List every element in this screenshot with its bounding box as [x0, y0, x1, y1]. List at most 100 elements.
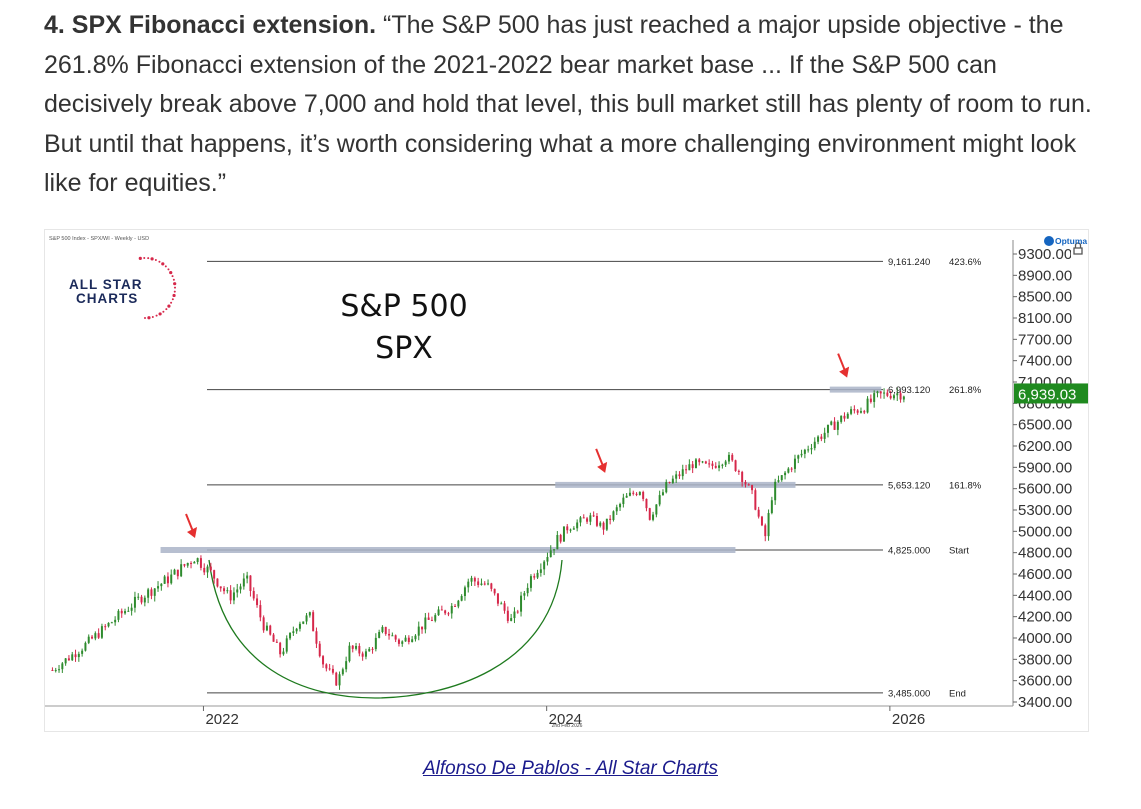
down-candle	[384, 626, 387, 634]
down-candle	[760, 516, 763, 526]
down-candle	[843, 415, 846, 419]
up-candle	[391, 635, 394, 637]
y-tick-label: 8900.00	[1018, 267, 1072, 284]
up-candle	[157, 586, 160, 589]
up-candle	[94, 633, 97, 639]
up-candle	[411, 639, 414, 643]
down-candle	[272, 634, 275, 642]
down-candle	[322, 656, 325, 665]
up-candle	[605, 518, 608, 530]
up-candle	[589, 515, 592, 522]
down-candle	[582, 517, 585, 519]
y-tick-label: 3800.00	[1018, 651, 1072, 668]
up-candle	[810, 448, 813, 450]
y-tick-label: 4200.00	[1018, 609, 1072, 626]
up-candle	[520, 595, 523, 612]
y-tick-label: 4400.00	[1018, 587, 1072, 604]
up-candle	[902, 396, 905, 400]
up-candle	[265, 625, 268, 631]
up-candle	[64, 658, 67, 664]
up-candle	[777, 480, 780, 482]
logo-star-dot	[154, 259, 157, 262]
up-candle	[130, 607, 133, 611]
logo-star-dot	[167, 304, 171, 308]
up-candle	[658, 495, 661, 505]
up-candle	[892, 395, 895, 399]
down-candle	[477, 581, 480, 585]
down-candle	[104, 626, 107, 628]
fib-level-value: 5,653.120	[888, 480, 930, 491]
up-candle	[196, 558, 199, 562]
up-candle	[622, 497, 625, 505]
up-candle	[180, 564, 183, 577]
optuma-logo: Optuma	[1044, 236, 1087, 246]
up-candle	[381, 626, 384, 632]
up-candle	[817, 436, 820, 442]
star-icon	[138, 256, 177, 320]
up-candle	[727, 454, 730, 462]
y-tick-label: 6200.00	[1018, 438, 1072, 455]
up-candle	[77, 653, 80, 658]
logo-line2: CHARTS	[76, 291, 138, 306]
y-tick-label: 8500.00	[1018, 289, 1072, 306]
logo-star-dot	[171, 275, 174, 278]
down-candle	[493, 588, 496, 594]
up-candle	[401, 641, 404, 644]
up-candle	[470, 577, 473, 582]
up-candle	[58, 669, 61, 671]
up-candle	[348, 645, 351, 662]
down-candle	[269, 625, 272, 635]
y-tick-label: 8100.00	[1018, 310, 1072, 327]
down-candle	[490, 583, 493, 589]
logo-line1: ALL STAR	[69, 277, 143, 292]
down-candle	[698, 459, 701, 463]
down-candle	[708, 463, 711, 465]
down-candle	[259, 605, 262, 618]
up-candle	[147, 589, 150, 598]
up-candle	[460, 596, 463, 601]
up-candle	[770, 500, 773, 514]
down-candle	[328, 668, 331, 670]
up-candle	[292, 631, 295, 633]
down-candle	[358, 645, 361, 654]
up-candle	[846, 413, 849, 419]
up-candle	[193, 561, 196, 564]
up-candle	[404, 637, 407, 642]
down-candle	[397, 639, 400, 644]
down-candle	[150, 589, 153, 596]
up-candle	[661, 492, 664, 496]
up-candle	[374, 637, 377, 650]
logo-star-dot	[165, 308, 168, 311]
down-candle	[632, 492, 635, 494]
down-candle	[731, 454, 734, 461]
down-candle	[751, 485, 754, 491]
up-candle	[671, 478, 674, 483]
down-candle	[711, 463, 714, 466]
logo-star-dot	[171, 298, 174, 301]
down-candle	[645, 498, 648, 509]
fib-level-value: 4,825.000	[888, 546, 930, 557]
down-candle	[67, 658, 70, 661]
fib-level-ratio: 423.6%	[949, 257, 982, 268]
up-candle	[876, 391, 879, 394]
up-candle	[186, 562, 189, 566]
caption[interactable]: Alfonso De Pablos - All Star Charts	[0, 758, 1141, 780]
logo-star-dot	[161, 262, 165, 266]
down-candle	[249, 575, 252, 591]
up-candle	[467, 581, 470, 588]
down-candle	[335, 672, 338, 686]
down-candle	[592, 515, 595, 517]
logo-star-dot	[147, 257, 150, 260]
caption-link[interactable]: Alfonso De Pablos - All Star Charts	[423, 758, 718, 779]
up-candle	[850, 409, 853, 414]
up-candle	[285, 638, 288, 652]
y-tick-label: 6500.00	[1018, 417, 1072, 434]
down-candle	[199, 558, 202, 568]
down-candle	[833, 421, 836, 430]
down-candle	[312, 612, 315, 632]
chart-header: S&P 500 Index - SPX/WI - Weekly - USD	[49, 236, 149, 242]
up-candle	[143, 597, 146, 603]
up-candle	[463, 587, 466, 597]
up-candle	[797, 455, 800, 459]
y-tick-label: 3600.00	[1018, 673, 1072, 690]
